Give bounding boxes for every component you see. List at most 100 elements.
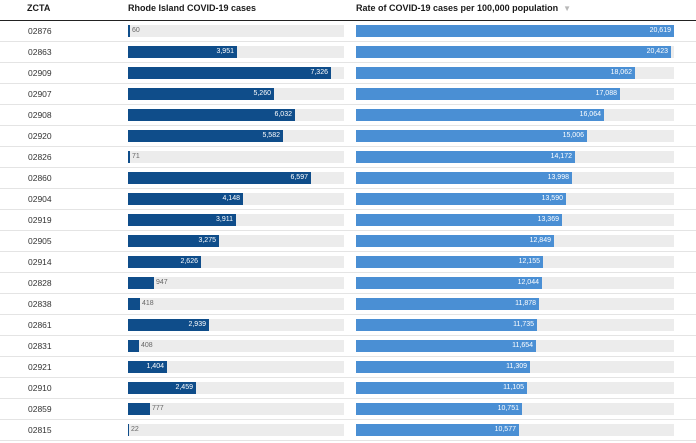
rate-bar-track: 20,423 [356,46,674,58]
rate-bar [356,235,554,247]
cases-bar-track: 3,911 [128,214,344,226]
rate-bar [356,319,537,331]
table-row: 02860 6,597 13,998 [0,168,696,189]
cases-value-label: 7,326 [310,69,328,76]
rate-bar [356,256,543,268]
cases-value-label: 4,148 [222,195,240,202]
column-header-rate[interactable]: Rate of COVID-19 cases per 100,000 popul… [356,3,571,13]
cases-value-label: 777 [152,405,164,412]
cases-value-label: 2,459 [175,384,193,391]
table-row: 02863 3,951 20,423 [0,42,696,63]
table-row: 02914 2,626 12,155 [0,252,696,273]
cases-bar [128,256,201,268]
rate-value-label: 11,309 [506,363,527,370]
cases-value-label: 408 [141,342,153,349]
rate-value-label: 11,105 [503,384,524,391]
rate-bar-track: 14,172 [356,151,674,163]
rate-value-label: 11,735 [513,321,534,328]
rate-bar-track: 11,735 [356,319,674,331]
table-row: 02861 2,939 11,735 [0,315,696,336]
rate-value-label: 13,369 [537,216,559,223]
rate-value-label: 13,590 [541,195,563,202]
cases-bar [128,109,295,121]
table-row: 02826 71 14,172 [0,147,696,168]
cases-bar [128,214,236,226]
column-header-cases[interactable]: Rhode Island COVID-19 cases [128,3,257,13]
rate-value-label: 12,155 [518,258,540,265]
cases-bar [128,88,274,100]
zcta-cell: 02905 [28,236,52,246]
cases-value-label: 71 [132,153,140,160]
rate-value-label: 10,577 [494,426,516,433]
column-header-zcta[interactable]: ZCTA [27,3,51,13]
rate-value-label: 16,064 [579,111,601,118]
cases-bar-track: 947 [128,277,344,289]
rate-bar [356,340,536,352]
zcta-cell: 02914 [28,257,52,267]
cases-value-label: 2,626 [180,258,198,265]
sort-descending-icon[interactable]: ▼ [563,4,571,13]
rate-bar [356,298,539,310]
rate-bar-track: 12,155 [356,256,674,268]
rate-bar-track: 15,006 [356,130,674,142]
zcta-cell: 02910 [28,383,52,393]
table-row: 02815 22 10,577 [0,420,696,441]
rate-value-label: 20,619 [649,27,671,34]
cases-bar [128,151,130,163]
table-row: 02908 6,032 16,064 [0,105,696,126]
cases-value-label: 418 [142,300,154,307]
cases-value-label: 3,911 [216,216,233,223]
cases-bar-track: 408 [128,340,344,352]
cases-value-label: 5,260 [253,90,271,97]
rate-value-label: 10,751 [497,405,519,412]
cases-bar-track: 2,459 [128,382,344,394]
cases-bar-track: 777 [128,403,344,415]
zcta-cell: 02909 [28,68,52,78]
table-header: ZCTA Rhode Island COVID-19 cases Rate of… [0,0,696,21]
cases-bar [128,172,311,184]
rate-bar [356,130,587,142]
zcta-cell: 02828 [28,278,52,288]
zcta-cell: 02838 [28,299,52,309]
zcta-cell: 02831 [28,341,52,351]
rate-bar-track: 11,878 [356,298,674,310]
rate-bar-track: 11,309 [356,361,674,373]
cases-value-label: 1,404 [146,363,164,370]
cases-bar [128,130,283,142]
cases-value-label: 22 [131,426,139,433]
cases-bar-track: 5,582 [128,130,344,142]
rate-bar [356,403,522,415]
cases-bar [128,298,140,310]
cases-value-label: 3,275 [198,237,216,244]
cases-bar [128,46,237,58]
zcta-cell: 02921 [28,362,52,372]
rate-bar-track: 12,044 [356,277,674,289]
rate-bar-track: 17,088 [356,88,674,100]
cases-bar [128,67,331,79]
cases-value-label: 6,597 [290,174,308,181]
cases-bar-track: 71 [128,151,344,163]
zcta-cell: 02861 [28,320,52,330]
rate-bar-track: 10,577 [356,424,674,436]
rate-bar-track: 13,590 [356,193,674,205]
cases-bar [128,25,130,37]
zcta-cell: 02919 [28,215,52,225]
rate-bar-track: 11,654 [356,340,674,352]
cases-bar [128,340,139,352]
zcta-cell: 02907 [28,89,52,99]
cases-bar-track: 60 [128,25,344,37]
cases-value-label: 3,951 [216,48,234,55]
zcta-cell: 02904 [28,194,52,204]
rate-value-label: 11,654 [512,342,533,349]
zcta-cell: 02826 [28,152,52,162]
table-row: 02921 1,404 11,309 [0,357,696,378]
cases-bar-track: 6,597 [128,172,344,184]
cases-bar-track: 22 [128,424,344,436]
rate-bar [356,88,620,100]
rate-bar [356,46,671,58]
rate-value-label: 12,849 [529,237,551,244]
rate-bar-track: 10,751 [356,403,674,415]
zcta-cell: 02876 [28,26,52,36]
rate-bar [356,25,674,37]
rate-value-label: 13,998 [547,174,569,181]
